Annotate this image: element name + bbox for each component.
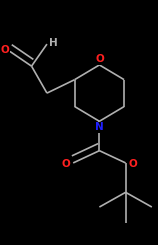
Text: O: O xyxy=(95,54,104,64)
Text: H: H xyxy=(49,38,58,48)
Text: O: O xyxy=(0,45,9,55)
Text: O: O xyxy=(128,159,137,169)
Text: O: O xyxy=(62,159,71,169)
Text: N: N xyxy=(95,122,104,132)
